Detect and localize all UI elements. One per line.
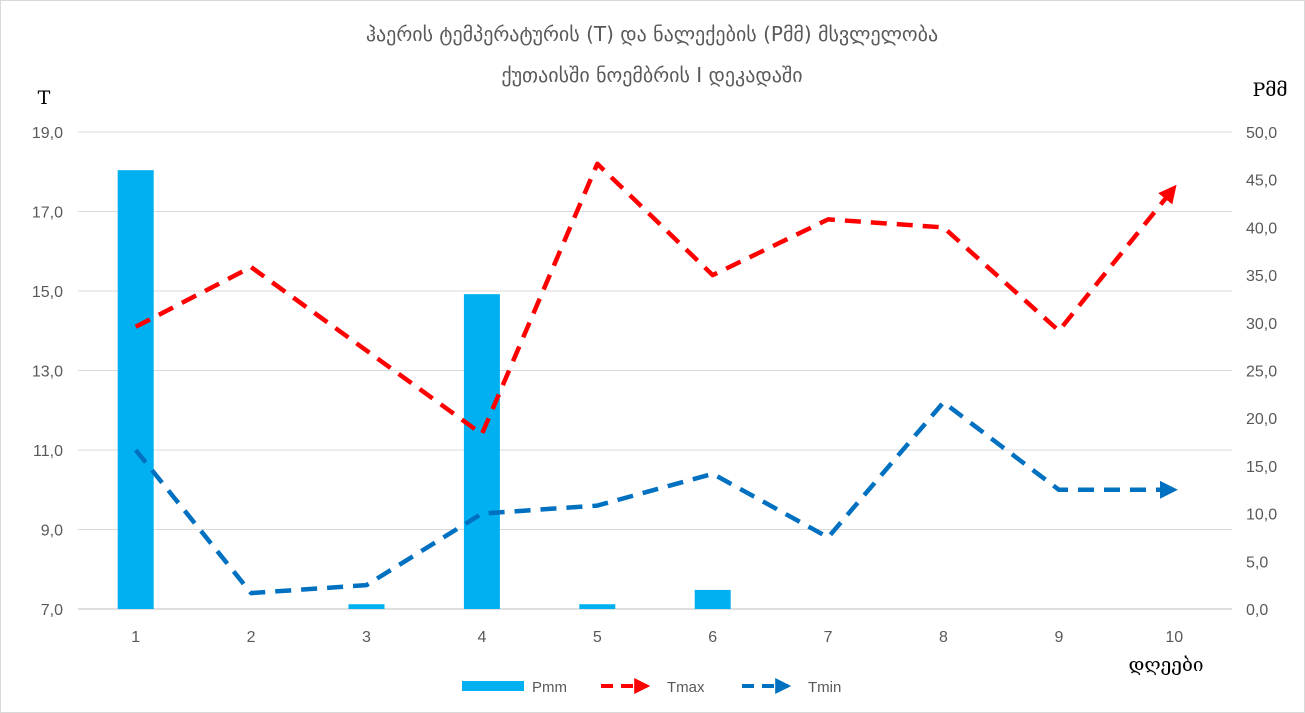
legend-label-pmm: Pmm — [532, 679, 567, 696]
x-tick-label: 9 — [1054, 629, 1063, 646]
x-tick-label: 7 — [824, 629, 833, 646]
y-right-tick-label: 5,0 — [1246, 554, 1268, 571]
x-tick-label: 5 — [593, 629, 602, 646]
pmm-bars — [117, 170, 731, 609]
y-right-tick-labels: 0,0 5,0 10,0 15,0 20,0 25,0 30,0 35,0 40,0 45,0 50… — [1246, 125, 1277, 619]
y-right-tick-label: 15,0 — [1246, 459, 1277, 476]
chart-title-line-1: ჰაერის ტემპერატურის (T) და ნალექების (Pმ… — [366, 22, 938, 46]
x-tick-label: 8 — [939, 629, 948, 646]
line-tmax — [134, 161, 1177, 437]
y-left-tick-label: 7,0 — [41, 602, 63, 619]
line-tmin — [133, 400, 1178, 596]
y-left-tick-labels: 7,0 9,0 11,0 13,0 15,0 17,0 19,0 — [32, 125, 63, 619]
pmm-bar — [463, 294, 500, 609]
y-left-axis-label: T — [38, 87, 51, 109]
x-tick-label: 1 — [131, 629, 140, 646]
temperature-lines — [133, 161, 1178, 596]
y-right-tick-label: 45,0 — [1246, 173, 1277, 190]
y-right-tick-label: 10,0 — [1246, 507, 1277, 524]
pmm-bar — [348, 604, 385, 609]
x-tick-label: 10 — [1165, 629, 1183, 646]
x-tick-label: 6 — [708, 629, 717, 646]
y-left-tick-label: 13,0 — [32, 364, 63, 381]
y-right-tick-label: 25,0 — [1246, 364, 1277, 381]
y-right-axis-label: Pმმ — [1252, 79, 1287, 101]
y-right-tick-label: 40,0 — [1246, 220, 1277, 237]
legend-label-tmin: Tmin — [808, 679, 841, 696]
pmm-bar — [117, 170, 154, 609]
legend-label-tmax: Tmax — [667, 679, 705, 696]
y-right-tick-label: 0,0 — [1246, 602, 1268, 619]
y-right-tick-label: 20,0 — [1246, 411, 1277, 428]
pmm-bar — [579, 604, 616, 609]
x-tick-label: 4 — [477, 629, 486, 646]
pmm-bar — [694, 589, 731, 609]
x-tick-label: 3 — [362, 629, 371, 646]
x-tick-label: 2 — [247, 629, 256, 646]
chart-title-line-2: ქუთაისში ნოემბრის I დეკადაში — [501, 63, 802, 87]
legend: Pmm Tmax Tmin — [462, 678, 841, 696]
x-tick-labels: 1 2 3 4 5 6 7 8 9 10 — [131, 629, 1183, 646]
y-right-tick-label: 50,0 — [1246, 125, 1277, 142]
legend-swatch-pmm — [462, 681, 524, 691]
y-left-tick-label: 19,0 — [32, 125, 63, 142]
y-left-tick-label: 9,0 — [41, 523, 63, 540]
y-left-tick-label: 17,0 — [32, 205, 63, 222]
y-left-tick-label: 15,0 — [32, 284, 63, 301]
x-axis-label: დღეები — [1129, 654, 1204, 676]
y-right-tick-label: 30,0 — [1246, 316, 1277, 333]
y-right-tick-label: 35,0 — [1246, 268, 1277, 285]
y-left-tick-label: 11,0 — [33, 443, 63, 460]
gridlines — [78, 131, 1232, 610]
